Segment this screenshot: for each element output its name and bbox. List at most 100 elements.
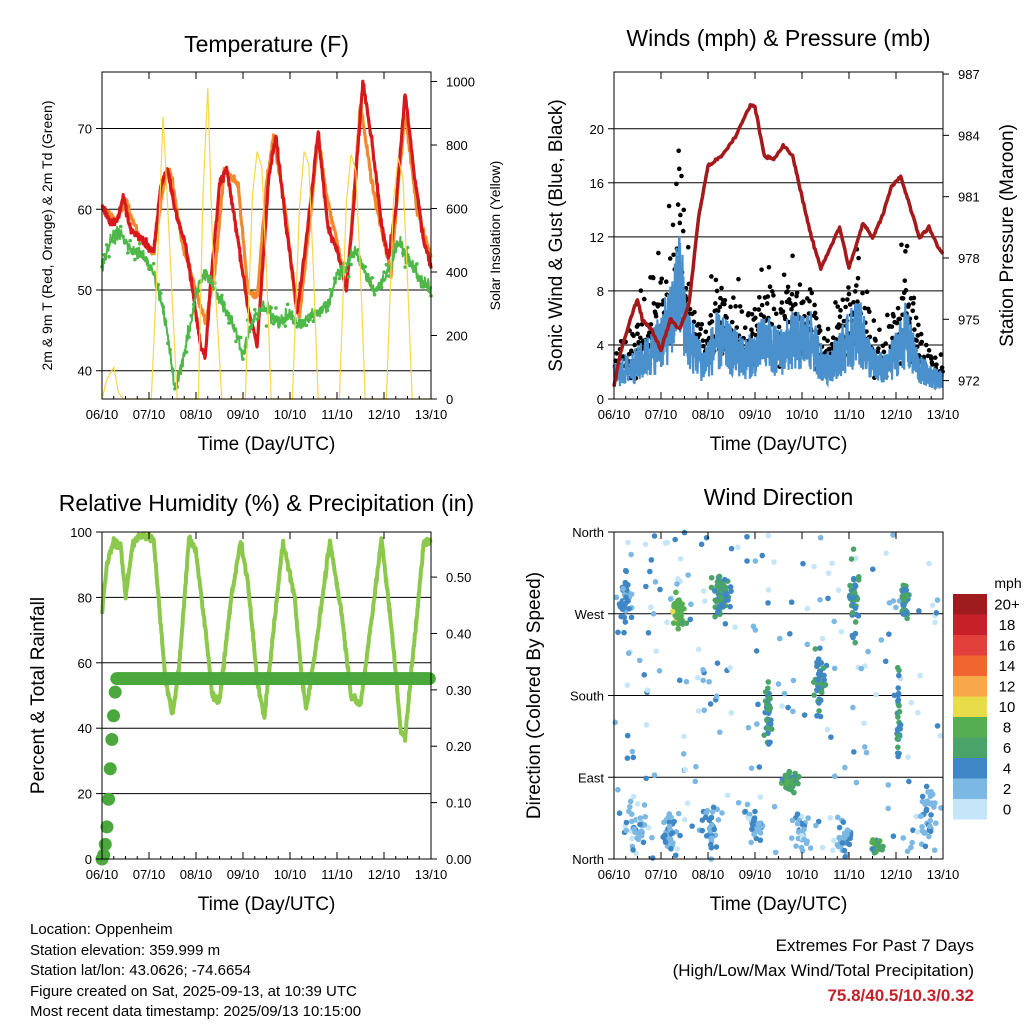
direction-point <box>648 604 654 611</box>
direction-point <box>896 708 903 715</box>
direction-point <box>919 824 925 830</box>
gust-point <box>938 352 944 357</box>
gust-point <box>614 351 619 356</box>
dewpoint-point <box>323 301 328 305</box>
gust-point <box>864 289 870 295</box>
legend-swatch <box>953 594 987 615</box>
direction-point <box>707 841 714 848</box>
direction-point <box>672 852 679 859</box>
dewpoint-point <box>285 302 290 307</box>
dewpoint-point <box>102 253 107 257</box>
x-axis-title: Time (Day/UTC) <box>710 434 848 455</box>
direction-point <box>765 706 771 713</box>
direction-point <box>816 708 822 714</box>
direction-point <box>681 529 688 536</box>
humidity-chart: Relative Humidity (%) & Precipitation (i… <box>28 490 474 915</box>
direction-point <box>757 837 764 844</box>
dewpoint-point <box>156 283 161 287</box>
precip-point <box>105 732 119 746</box>
gust-point <box>714 288 720 294</box>
direction-point <box>932 820 939 826</box>
dewpoint-point <box>299 318 304 323</box>
gust-point <box>807 287 813 292</box>
dewpoint-point <box>332 276 337 281</box>
dewpoint-point <box>351 254 356 259</box>
y-tick-label: 20 <box>590 122 604 137</box>
station-location: Location: Oppenheim <box>30 921 173 938</box>
gust-point <box>897 316 903 322</box>
direction-point <box>651 533 658 539</box>
direction-point <box>819 844 826 851</box>
dewpoint-point <box>220 293 224 298</box>
dewpoint-point <box>252 307 257 312</box>
gust-point <box>749 311 755 317</box>
direction-point <box>923 806 930 813</box>
gust-point <box>852 289 858 294</box>
direction-point <box>708 814 715 821</box>
gust-point <box>635 331 640 337</box>
direction-point <box>909 839 915 846</box>
direction-point <box>838 628 845 635</box>
direction-point <box>790 776 796 782</box>
gust-point <box>656 250 661 256</box>
direction-point <box>612 719 619 726</box>
direction-point <box>850 576 857 583</box>
dewpoint-point <box>424 284 429 288</box>
direction-point <box>779 703 785 709</box>
direction-point <box>927 801 933 807</box>
direction-point <box>853 779 860 786</box>
gust-point <box>638 288 644 293</box>
y-tick-label: 8 <box>597 284 604 299</box>
y-tick-label: 40 <box>78 721 92 736</box>
direction-point <box>789 817 796 824</box>
gust-point <box>737 304 743 309</box>
direction-point <box>744 533 750 540</box>
dewpoint-point <box>208 275 212 279</box>
direction-point <box>630 793 637 800</box>
direction-point <box>821 677 827 683</box>
direction-point <box>669 608 676 615</box>
gust-point <box>910 301 916 306</box>
legend-label: 6 <box>1003 740 1011 757</box>
dewpoint-point <box>269 305 274 310</box>
direction-point <box>929 791 936 798</box>
legend-swatch <box>953 614 987 635</box>
gust-point <box>939 365 945 370</box>
direction-point <box>811 563 817 570</box>
dewpoint-point <box>224 312 229 317</box>
gust-point <box>660 302 665 307</box>
direction-point <box>882 658 889 665</box>
gust-point <box>722 297 728 303</box>
gust-point <box>647 330 652 335</box>
direction-point <box>683 620 690 626</box>
y-axis-title-right: Station Pressure (Maroon) <box>997 124 1018 347</box>
direction-point <box>617 603 624 610</box>
gust-point <box>921 354 927 360</box>
gust-point <box>728 304 733 310</box>
humidity-y-axis-left: 0 20 40 60 80 100 Percent & Total Rainfall <box>28 525 102 867</box>
direction-point <box>742 808 749 815</box>
dewpoint-point <box>217 296 222 300</box>
direction-point <box>754 721 760 727</box>
direction-point <box>728 545 735 552</box>
direction-point <box>712 588 718 594</box>
direction-point <box>746 815 752 822</box>
wind_direction-title: Wind Direction <box>704 484 854 510</box>
gust-point <box>708 313 714 318</box>
direction-point <box>764 701 770 708</box>
direction-point <box>662 839 669 845</box>
direction-point <box>923 783 930 790</box>
direction-point <box>642 813 648 820</box>
dewpoint-point <box>426 288 431 292</box>
gust-point <box>780 309 786 314</box>
gust-point <box>667 256 673 261</box>
direction-point <box>851 590 858 596</box>
direction-point <box>672 536 678 543</box>
dewpoint-point <box>398 240 403 244</box>
direction-point <box>869 839 875 846</box>
direction-point <box>625 598 631 604</box>
direction-point <box>891 692 898 699</box>
direction-point <box>717 587 723 594</box>
gust-point <box>717 304 723 310</box>
gust-point <box>855 275 861 281</box>
